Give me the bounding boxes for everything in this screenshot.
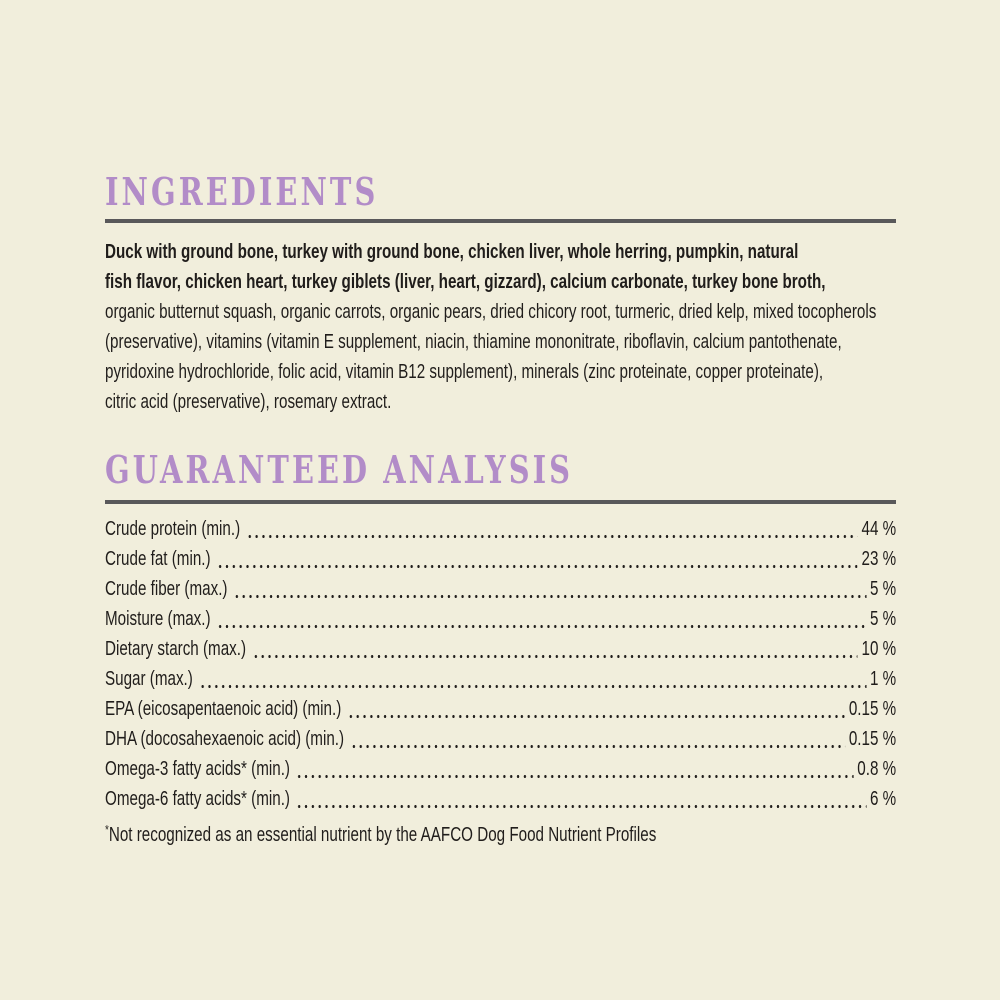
dot-leader [345, 694, 846, 724]
footnote-asterisk: * [105, 822, 109, 837]
analysis-row: Crude fiber (max.) 5 % [105, 574, 896, 604]
analysis-row: Sugar (max.) 1 % [105, 664, 896, 694]
dot-leader [348, 724, 846, 754]
analysis-row-value: 0.15 % [848, 728, 897, 750]
analysis-row-value: 0.15 % [848, 698, 897, 720]
analysis-row: Moisture (max.) 5 % [105, 604, 896, 634]
dot-leader [197, 664, 867, 694]
ingredients-heading: INGREDIENTS [105, 169, 379, 214]
analysis-row: Omega-6 fatty acids* (min.) 6 % [105, 784, 896, 814]
analysis-row: DHA (docosahexaenoic acid) (min.) 0.15 % [105, 724, 896, 754]
guaranteed-analysis-table: Crude protein (min.) 44 % Crude fat (min… [105, 514, 896, 814]
dot-leader [215, 544, 858, 574]
footnote-text: Not recognized as an essential nutrient … [108, 824, 657, 846]
analysis-row-label: DHA (docosahexaenoic acid) (min.) [105, 728, 345, 750]
ingredients-secondary-lines: organic butternut squash, organic carrot… [105, 297, 896, 417]
ingredients-line: Duck with ground bone, turkey with groun… [105, 241, 799, 263]
dot-leader [215, 604, 867, 634]
label-panel: INGREDIENTS Duck with ground bone, turke… [105, 0, 896, 1000]
dot-leader [294, 754, 854, 784]
ingredients-primary-lines: Duck with ground bone, turkey with groun… [105, 237, 896, 297]
analysis-row-label: Crude protein (min.) [105, 518, 241, 540]
dot-leader [232, 574, 867, 604]
analysis-row-value: 44 % [861, 518, 897, 540]
analysis-row-label: EPA (eicosapentaenoic acid) (min.) [105, 698, 342, 720]
dot-leader [244, 514, 858, 544]
analysis-row-value: 6 % [869, 788, 897, 810]
analysis-row-value: 10 % [861, 638, 897, 660]
ingredients-line: (preservative), vitamins (vitamin E supp… [105, 331, 842, 353]
analysis-row-label: Moisture (max.) [105, 608, 211, 630]
ingredients-divider-rule [105, 219, 896, 223]
analysis-row-label: Crude fat (min.) [105, 548, 211, 570]
analysis-row: Crude fat (min.) 23 % [105, 544, 896, 574]
analysis-row-value: 1 % [869, 668, 897, 690]
analysis-row-value: 5 % [869, 608, 897, 630]
analysis-row: Crude protein (min.) 44 % [105, 514, 896, 544]
ingredients-line: fish flavor, chicken heart, turkey gible… [105, 271, 826, 293]
analysis-row-label: Crude fiber (max.) [105, 578, 228, 600]
guaranteed-analysis-heading: GUARANTEED ANALYSIS [105, 447, 574, 492]
dot-leader [294, 784, 867, 814]
analysis-row-label: Omega-6 fatty acids* (min.) [105, 788, 291, 810]
analysis-row: Omega-3 fatty acids* (min.) 0.8 % [105, 754, 896, 784]
footnote: *Not recognized as an essential nutrient… [105, 820, 896, 850]
analysis-row-label: Sugar (max.) [105, 668, 193, 690]
analysis-row: Dietary starch (max.) 10 % [105, 634, 896, 664]
analysis-row-value: 5 % [869, 578, 897, 600]
analysis-row-value: 0.8 % [857, 758, 897, 780]
guaranteed-analysis-divider-rule [105, 500, 896, 504]
analysis-row: EPA (eicosapentaenoic acid) (min.) 0.15 … [105, 694, 896, 724]
ingredients-line: pyridoxine hydrochloride, folic acid, vi… [105, 361, 824, 383]
analysis-row-label: Dietary starch (max.) [105, 638, 247, 660]
analysis-row-label: Omega-3 fatty acids* (min.) [105, 758, 291, 780]
dot-leader [250, 634, 858, 664]
ingredients-paragraph: Duck with ground bone, turkey with groun… [105, 237, 896, 417]
analysis-row-value: 23 % [861, 548, 897, 570]
ingredients-line: citric acid (preservative), rosemary ext… [105, 391, 392, 413]
ingredients-line: organic butternut squash, organic carrot… [105, 301, 877, 323]
footnote-line: *Not recognized as an essential nutrient… [105, 820, 896, 850]
